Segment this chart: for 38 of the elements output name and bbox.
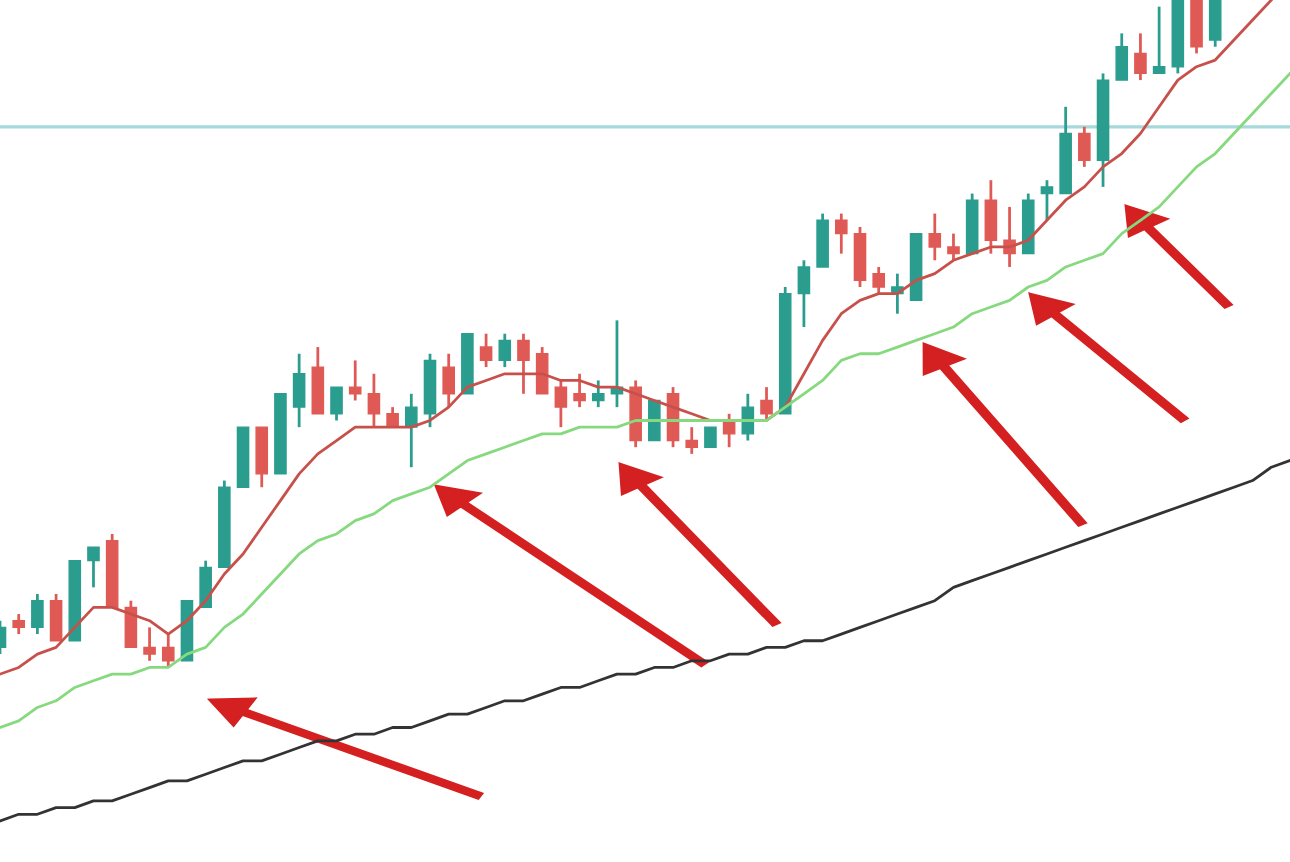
candlestick — [1190, 0, 1203, 55]
candlestick — [1152, 5, 1166, 75]
candlestick — [442, 352, 455, 409]
candlestick — [1115, 31, 1129, 82]
candlestick — [760, 385, 773, 422]
candlestick — [49, 592, 63, 643]
candlestick — [1208, 0, 1222, 49]
candlestick — [591, 379, 605, 409]
candlestick — [367, 372, 381, 429]
candlestick — [704, 425, 717, 449]
candlestick — [1134, 31, 1147, 82]
candlestick — [348, 359, 362, 402]
candlestick — [1078, 125, 1091, 169]
candlestick — [554, 379, 568, 429]
candlestick — [573, 372, 586, 409]
candlestick — [479, 332, 493, 369]
candlestick — [498, 332, 512, 369]
candlestick — [872, 265, 885, 296]
candlestick — [31, 592, 44, 636]
candlestick — [1040, 178, 1054, 222]
candlestick — [816, 212, 829, 269]
candlestick — [161, 632, 175, 669]
candlestick — [928, 212, 942, 262]
candlestick — [143, 626, 156, 663]
candlestick — [311, 345, 325, 416]
candlestick — [292, 352, 306, 429]
candlestick — [947, 232, 960, 262]
candlestick — [405, 392, 418, 469]
candlestick — [330, 385, 343, 422]
candlestick — [835, 212, 848, 256]
candlestick — [87, 545, 100, 589]
candlestick — [255, 425, 269, 489]
candlestick — [517, 332, 530, 396]
candlestick — [797, 258, 811, 329]
candlestick — [984, 178, 998, 256]
candlestick — [853, 225, 867, 289]
candlestick — [685, 425, 699, 456]
candlestick — [12, 612, 25, 636]
